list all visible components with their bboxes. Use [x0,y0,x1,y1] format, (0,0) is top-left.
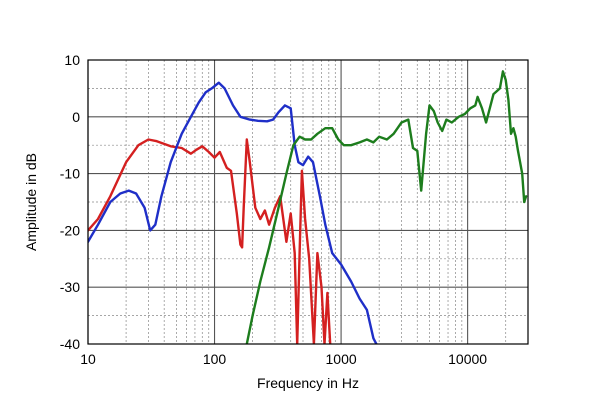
x-tick-label: 1000 [326,351,357,367]
y-tick-label: -10 [60,166,80,182]
series-line-1 [88,138,332,344]
y-tick-label: 10 [64,52,80,68]
x-tick-labels: 10 100 1000 10000 [80,351,487,367]
grid [87,59,529,345]
series-line-2 [88,81,378,344]
y-tick-labels: 10 0 -10 -20 -30 -40 [60,52,80,352]
y-tick-label: 0 [72,109,80,125]
series-line-3 [245,70,528,344]
x-tick-label: 10000 [448,351,487,367]
x-tick-label: 10 [80,351,96,367]
plot-frame [87,59,529,345]
y-tick-label: -20 [60,222,80,238]
x-axis-title: Frequency in Hz [257,375,359,391]
y-tick-label: -40 [60,336,80,352]
y-tick-label: -30 [60,279,80,295]
series-group [88,70,528,344]
y-axis-title: Amplitude in dB [23,153,39,251]
x-tick-label: 100 [203,351,227,367]
